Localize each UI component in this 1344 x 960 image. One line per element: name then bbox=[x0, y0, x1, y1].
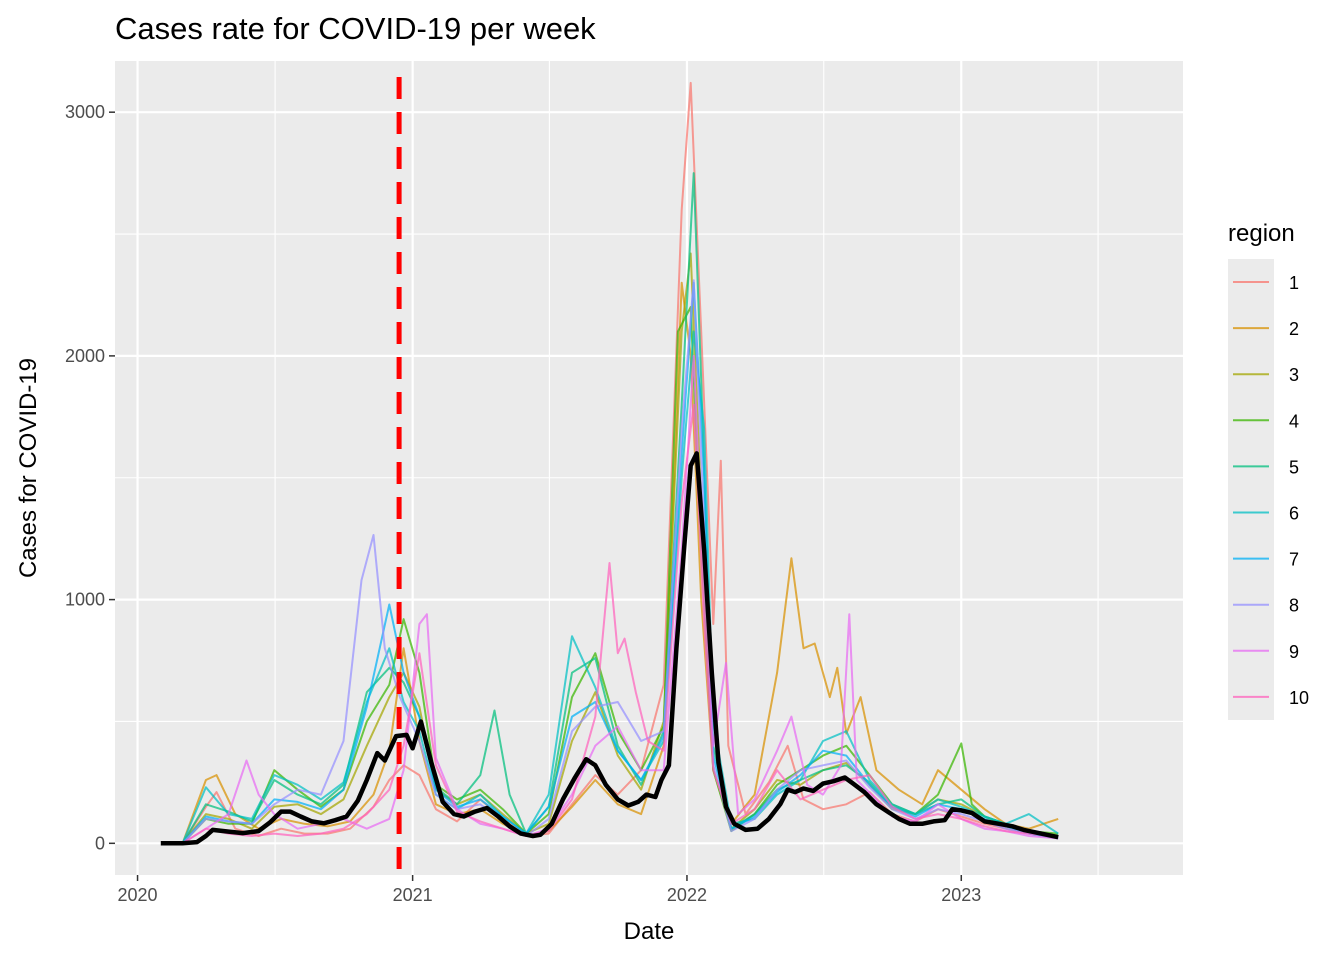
legend-label-2: 2 bbox=[1289, 319, 1299, 339]
legend-title: region bbox=[1228, 220, 1295, 247]
legend-label-6: 6 bbox=[1289, 504, 1299, 524]
legend-label-5: 5 bbox=[1289, 457, 1299, 477]
series-line-region-10 bbox=[182, 403, 1059, 845]
minor-gridlines bbox=[115, 61, 1183, 875]
x-axis: 2020 2021 2022 2023 bbox=[118, 875, 981, 905]
x-tick-label: 2022 bbox=[667, 885, 707, 905]
y-tick-label: 3000 bbox=[65, 102, 105, 122]
x-tick-label: 2023 bbox=[941, 885, 981, 905]
y-axis: 0 1000 2000 3000 bbox=[65, 102, 115, 853]
x-axis-title: Date bbox=[624, 918, 675, 945]
y-tick-label: 0 bbox=[95, 833, 105, 853]
legend-label-9: 9 bbox=[1289, 642, 1299, 662]
legend: 1 2 3 4 5 6 7 8 9 10 bbox=[1228, 259, 1309, 720]
legend-label-7: 7 bbox=[1289, 550, 1299, 570]
legend-label-1: 1 bbox=[1289, 273, 1299, 293]
legend-label-8: 8 bbox=[1289, 596, 1299, 616]
x-tick-label: 2021 bbox=[393, 885, 433, 905]
series-line-region-8 bbox=[181, 279, 1059, 844]
chart-title: Cases rate for COVID-19 per week bbox=[115, 11, 596, 46]
legend-label-10: 10 bbox=[1289, 688, 1309, 708]
x-tick-label: 2020 bbox=[118, 885, 158, 905]
legend-label-4: 4 bbox=[1289, 411, 1299, 431]
y-tick-label: 2000 bbox=[65, 346, 105, 366]
national-average-line bbox=[160, 451, 1059, 846]
y-tick-label: 1000 bbox=[65, 590, 105, 610]
legend-label-3: 3 bbox=[1289, 365, 1299, 385]
y-axis-title: Cases for COVID-19 bbox=[15, 358, 42, 578]
legend-key-background bbox=[1228, 259, 1274, 720]
